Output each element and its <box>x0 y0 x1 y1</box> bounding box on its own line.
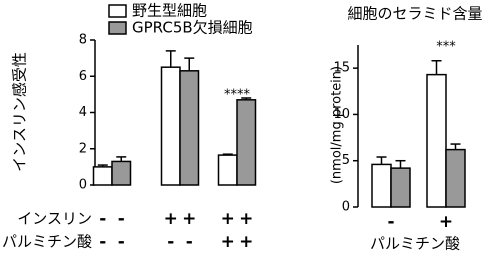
bar <box>426 73 447 208</box>
y-tick-label: 2 <box>79 141 87 156</box>
condition-label: パルミチン酸 <box>2 233 92 251</box>
y-axis-label: (nmol/mg protein) <box>330 66 345 184</box>
bar <box>111 160 132 186</box>
bar <box>179 70 200 186</box>
y-tick-label: 6 <box>79 69 87 84</box>
legend-swatch <box>108 4 127 18</box>
y-tick-label: 0 <box>79 178 87 193</box>
bar <box>445 148 466 208</box>
y-tick-label: 10 <box>333 107 350 122</box>
y-tick-label: 5 <box>342 153 350 168</box>
y-tick-label: 4 <box>79 105 87 120</box>
chart-title: 細胞のセラミド含量 <box>347 5 482 23</box>
annotation: *** <box>436 40 456 55</box>
bar <box>236 99 257 186</box>
x-tick-label: + <box>439 212 453 232</box>
condition-sign: + <box>239 209 253 229</box>
condition-sign: - <box>167 232 174 252</box>
condition-sign: - <box>99 232 106 252</box>
y-tick-label: 8 <box>79 33 87 48</box>
bar <box>390 167 411 208</box>
x-tick-label: - <box>387 212 394 232</box>
bar <box>92 166 113 186</box>
legend-swatch <box>108 21 127 35</box>
y-tick-label: 15 <box>333 61 350 76</box>
condition-sign: - <box>186 232 193 252</box>
condition-sign: + <box>221 209 235 229</box>
bar <box>160 66 181 186</box>
condition-sign: + <box>164 209 178 229</box>
x-axis-label: パルミチン酸 <box>370 235 460 253</box>
condition-sign: - <box>118 209 125 229</box>
bar <box>371 163 392 208</box>
legend-label: GPRC5B欠損細胞 <box>132 19 253 37</box>
condition-sign: - <box>99 209 106 229</box>
legend-label: 野生型細胞 <box>132 2 207 20</box>
condition-sign: - <box>118 232 125 252</box>
annotation: **** <box>224 88 251 103</box>
condition-sign: + <box>221 232 235 252</box>
condition-sign: + <box>182 209 196 229</box>
y-axis-label: インスリン感受性 <box>11 52 29 172</box>
y-tick-label: 0 <box>342 200 350 215</box>
condition-sign: + <box>239 232 253 252</box>
condition-label: インスリン <box>17 210 92 228</box>
bar <box>217 154 238 186</box>
